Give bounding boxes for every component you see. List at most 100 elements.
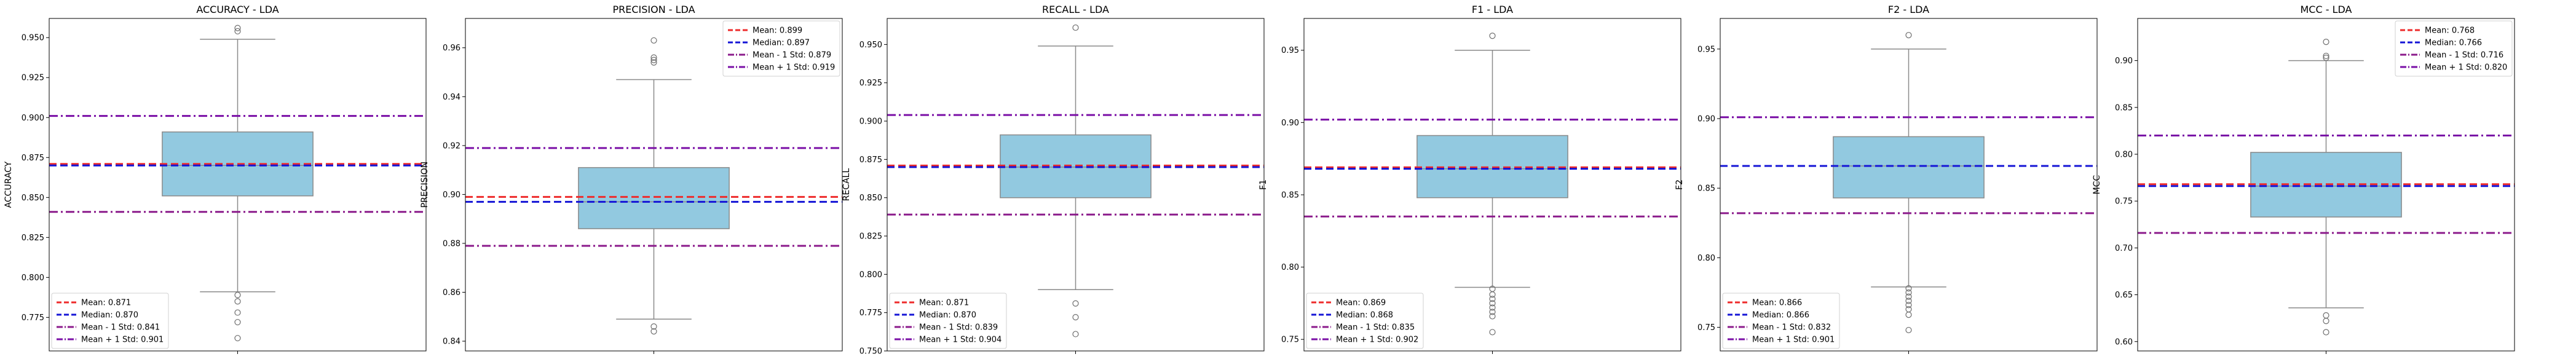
outlier-point bbox=[234, 291, 241, 299]
legend-entry: Mean: 0.871 bbox=[919, 299, 969, 308]
legend-entry: Median: 0.868 bbox=[1336, 311, 1393, 320]
legend-entry: Mean - 1 Std: 0.839 bbox=[919, 323, 998, 332]
legend-entry: Median: 0.866 bbox=[1752, 311, 1809, 320]
outlier-point bbox=[1905, 285, 1912, 292]
iqr-box bbox=[578, 167, 730, 229]
outlier-point bbox=[1905, 297, 1912, 304]
y-tick-label: 0.75 bbox=[1281, 336, 1299, 345]
outlier-point bbox=[1072, 300, 1079, 307]
y-tick-label: 0.88 bbox=[443, 239, 460, 248]
y-tick-label: 0.850 bbox=[859, 194, 882, 203]
legend: Mean: 0.871 Median: 0.870 Mean - 1 Std: 0.… bbox=[51, 293, 169, 349]
y-tick-label: 0.95 bbox=[1697, 45, 1715, 54]
outlier-point bbox=[1072, 314, 1079, 321]
outlier-point bbox=[650, 37, 657, 44]
plot-frame bbox=[1720, 18, 2098, 352]
outlier-point bbox=[234, 335, 241, 342]
y-tick-label: 0.800 bbox=[859, 270, 882, 280]
y-tick-label: 0.825 bbox=[22, 234, 44, 243]
y-axis-label: MCC bbox=[2092, 175, 2102, 194]
y-tick-label: 0.70 bbox=[2115, 244, 2133, 253]
outlier-point bbox=[234, 298, 241, 305]
outlier-point bbox=[1489, 33, 1496, 39]
outlier-point bbox=[2323, 52, 2329, 60]
legend-entry: Mean: 0.869 bbox=[1336, 299, 1386, 308]
legend-entry: Mean - 1 Std: 0.835 bbox=[1336, 323, 1415, 332]
panel-title: F2 - LDA bbox=[1888, 4, 1929, 15]
plot-frame bbox=[887, 18, 1265, 352]
legend-entry: Mean - 1 Std: 0.879 bbox=[753, 51, 831, 60]
y-tick-label: 0.775 bbox=[859, 309, 882, 318]
legend-entry: Mean + 1 Std: 0.901 bbox=[81, 336, 164, 345]
y-axis-label: PRECISION bbox=[420, 162, 430, 208]
outlier-point bbox=[1489, 300, 1496, 307]
plot-frame bbox=[1303, 18, 1681, 352]
panel-title: ACCURACY - LDA bbox=[196, 4, 279, 15]
y-tick-label: 0.85 bbox=[1281, 191, 1299, 200]
legend: Mean: 0.866 Median: 0.866 Mean - 1 Std: 0.… bbox=[1722, 293, 1840, 349]
legend-entry: Mean - 1 Std: 0.841 bbox=[81, 323, 160, 332]
legend-frame bbox=[722, 20, 840, 77]
legend-entry: Mean + 1 Std: 0.904 bbox=[919, 336, 1002, 345]
panel-title: PRECISION - LDA bbox=[612, 4, 695, 15]
outlier-point bbox=[1489, 329, 1496, 336]
y-tick-label: 0.825 bbox=[859, 232, 882, 242]
y-axis-label: ACCURACY bbox=[4, 161, 14, 208]
panel-title: F1 - LDA bbox=[1472, 4, 1513, 15]
outlier-point bbox=[2323, 54, 2329, 61]
y-tick-label: 0.950 bbox=[859, 41, 882, 50]
legend-entry: Mean - 1 Std: 0.716 bbox=[2425, 51, 2503, 60]
outlier-point bbox=[2323, 329, 2329, 336]
outlier-point bbox=[1905, 305, 1912, 313]
legend-frame bbox=[51, 293, 169, 349]
outlier-point bbox=[234, 319, 241, 326]
y-tick-label: 0.90 bbox=[443, 191, 460, 200]
outlier-point bbox=[234, 309, 241, 316]
outlier-point bbox=[234, 28, 241, 34]
y-tick-label: 0.950 bbox=[22, 34, 44, 43]
legend-entry: Mean + 1 Std: 0.820 bbox=[2425, 63, 2507, 73]
chart-panel-1: ACCURACY - LDA ACCURACY 0.775 0.800 0.825 0.8… bbox=[4, 4, 427, 354]
outlier-point bbox=[234, 25, 241, 31]
y-tick-label: 0.90 bbox=[1281, 119, 1299, 128]
outlier-point bbox=[1489, 313, 1496, 320]
legend-entry: Median: 0.766 bbox=[2425, 39, 2482, 48]
outlier-point bbox=[1905, 32, 1912, 39]
legend-entry: Median: 0.870 bbox=[919, 311, 976, 320]
y-tick-label: 0.775 bbox=[22, 313, 44, 323]
y-tick-label: 0.86 bbox=[443, 288, 460, 297]
y-axis-label: RECALL bbox=[842, 168, 851, 202]
legend: Mean: 0.871 Median: 0.870 Mean - 1 Std: 0.… bbox=[889, 293, 1007, 349]
legend-frame bbox=[1722, 293, 1840, 349]
outlier-point bbox=[650, 57, 657, 63]
y-tick-label: 0.80 bbox=[1281, 263, 1299, 272]
y-tick-label: 0.92 bbox=[443, 141, 460, 151]
legend-entry: Median: 0.870 bbox=[81, 311, 138, 320]
plot-frame bbox=[465, 18, 843, 352]
legend-entry: Mean + 1 Std: 0.919 bbox=[753, 63, 835, 73]
outlier-point bbox=[650, 323, 657, 330]
chart-panel-3: RECALL - LDA RECALL 0.750 0.775 0.800 0.825 0.… bbox=[842, 4, 1265, 356]
outlier-point bbox=[650, 54, 657, 61]
y-tick-label: 0.95 bbox=[1281, 46, 1299, 55]
legend-entry: Mean: 0.871 bbox=[81, 299, 131, 308]
y-tick-label: 0.80 bbox=[1697, 254, 1715, 263]
outlier-point bbox=[1905, 312, 1912, 318]
legend-entry: Mean + 1 Std: 0.902 bbox=[1336, 336, 1418, 345]
legend-entry: Mean + 1 Std: 0.901 bbox=[1752, 336, 1835, 345]
legend-entry: Mean: 0.899 bbox=[753, 26, 802, 36]
chart-panel-4: F1 - LDA F1 0.75 0.80 0.85 0.90 0.95 Mean: 0.86… bbox=[1258, 4, 1681, 354]
y-tick-label: 0.90 bbox=[1697, 114, 1715, 124]
legend-entry: Median: 0.897 bbox=[753, 39, 810, 48]
outlier-point bbox=[1072, 331, 1079, 337]
y-tick-label: 0.925 bbox=[22, 74, 44, 83]
panel-title: MCC - LDA bbox=[2301, 4, 2352, 15]
y-tick-label: 0.60 bbox=[2115, 337, 2133, 347]
y-tick-label: 0.85 bbox=[2115, 103, 2133, 112]
outlier-point bbox=[1905, 289, 1912, 296]
y-tick-label: 0.65 bbox=[2115, 291, 2133, 300]
outlier-point bbox=[1489, 304, 1496, 311]
legend-frame bbox=[1306, 293, 1424, 349]
legend: Mean: 0.899 Median: 0.897 Mean - 1 Std: 0.… bbox=[722, 20, 840, 77]
